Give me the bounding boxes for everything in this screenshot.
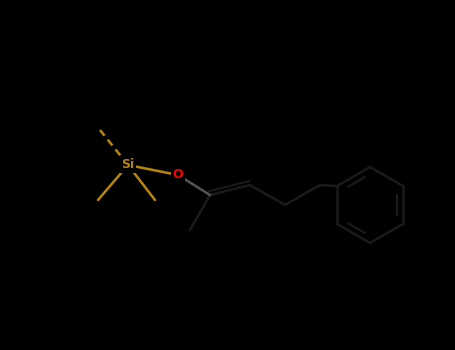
Text: Si: Si <box>121 159 135 172</box>
Text: O: O <box>173 168 183 182</box>
